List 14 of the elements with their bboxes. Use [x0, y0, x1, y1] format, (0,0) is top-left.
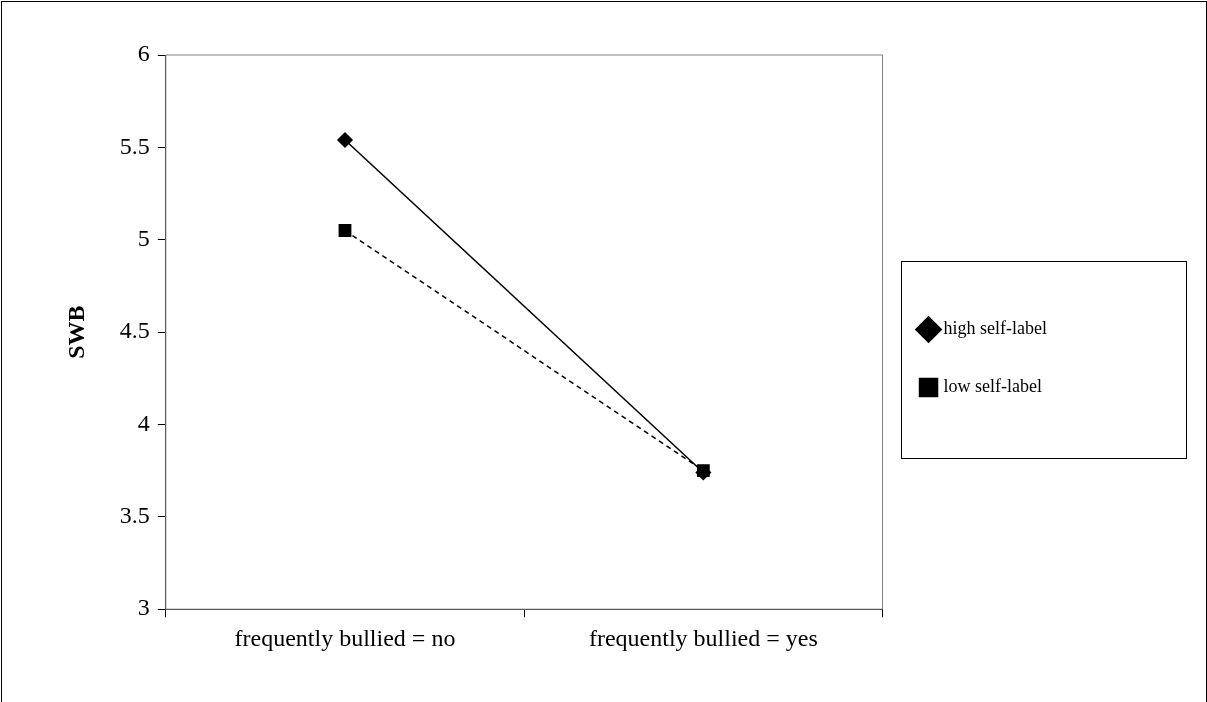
point: [338, 224, 352, 237]
y-tick-label: 4: [137, 409, 150, 436]
x-tick-label: frequently bullied = no: [234, 624, 456, 651]
point: [337, 132, 353, 148]
y-tick-label: 4.5: [119, 317, 150, 344]
y-tick-label: 3.5: [119, 502, 150, 529]
y-tick-label: 3: [137, 594, 150, 621]
legend-label: high self-label: [943, 318, 1047, 339]
x-tick-label: frequently bullied = yes: [588, 624, 818, 651]
y-axis-title: SWB: [62, 305, 89, 359]
y-tick-label: 5: [137, 225, 150, 252]
y-tick-label: 5.5: [119, 132, 150, 159]
y-tick-label: 6: [137, 40, 150, 67]
legend-label: low self-label: [943, 376, 1042, 397]
